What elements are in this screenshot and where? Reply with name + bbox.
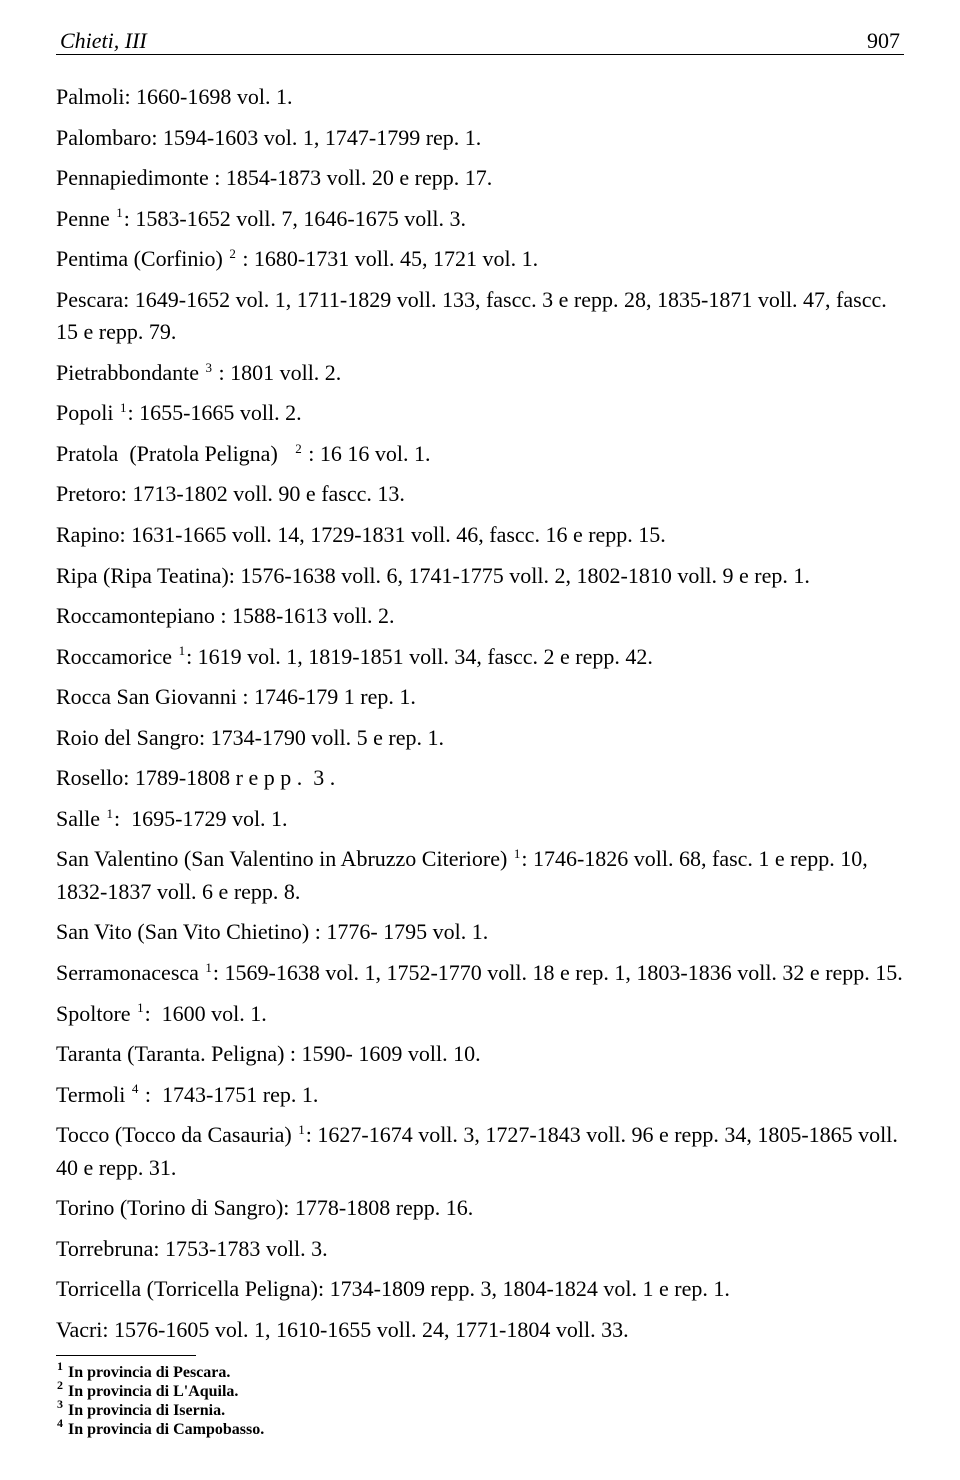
entry: Palmoli: 1660-1698 vol. 1. [56, 81, 904, 114]
entry-text: Torino (Torino di Sangro): 1778-1808 rep… [56, 1195, 473, 1220]
entry-text: Roccamontepiano : 1588-1613 voll. 2. [56, 603, 395, 628]
entry-text: Popoli 1: 1655-1665 voll. 2. [56, 400, 302, 425]
entry: Salle 1: 1695-1729 vol. 1. [56, 803, 904, 836]
footnote-divider [56, 1355, 196, 1356]
entry: Pescara: 1649-1652 vol. 1, 1711-1829 vol… [56, 284, 904, 349]
entry-text: Taranta (Taranta. Peligna) : 1590- 1609 … [56, 1041, 481, 1066]
entry: Serramonacesca 1: 1569-1638 vol. 1, 1752… [56, 957, 904, 990]
entry-text: Rosello: 1789-1808 r e p p . 3 . [56, 765, 335, 790]
entry: Pennapiedimonte : 1854-1873 voll. 20 e r… [56, 162, 904, 195]
page-header: Chieti, III 907 [56, 28, 904, 55]
entry-text: Palmoli: 1660-1698 vol. 1. [56, 84, 293, 109]
entry-text: Rapino: 1631-1665 voll. 14, 1729-1831 vo… [56, 522, 666, 547]
entry-text: Rocca San Giovanni : 1746-179 1 rep. 1. [56, 684, 416, 709]
entry-text: Spoltore 1: 1600 vol. 1. [56, 1001, 267, 1026]
entry: Roccamorice 1: 1619 vol. 1, 1819-1851 vo… [56, 641, 904, 674]
entry: Termoli 4 : 1743-1751 rep. 1. [56, 1079, 904, 1112]
entry: Vacri: 1576-1605 vol. 1, 1610-1655 voll.… [56, 1314, 904, 1347]
entry-text: Pentima (Corfinio) 2 : 1680-1731 voll. 4… [56, 246, 538, 271]
entry: Rapino: 1631-1665 voll. 14, 1729-1831 vo… [56, 519, 904, 552]
entry: Pietrabbondante 3 : 1801 voll. 2. [56, 357, 904, 390]
entry-text: Serramonacesca 1: 1569-1638 vol. 1, 1752… [56, 960, 903, 985]
entry-text: Pescara: 1649-1652 vol. 1, 1711-1829 vol… [56, 287, 887, 345]
entry: Roio del Sangro: 1734-1790 voll. 5 e rep… [56, 722, 904, 755]
entry: Spoltore 1: 1600 vol. 1. [56, 998, 904, 1031]
entry: Pentima (Corfinio) 2 : 1680-1731 voll. 4… [56, 243, 904, 276]
entry: Torricella (Torricella Peligna): 1734-18… [56, 1273, 904, 1306]
entries-list: Palmoli: 1660-1698 vol. 1. Palombaro: 159… [56, 81, 904, 1347]
header-title: Chieti, III [60, 28, 147, 54]
entry: Palombaro: 1594-1603 vol. 1, 1747-1799 r… [56, 122, 904, 155]
entry-text: Vacri: 1576-1605 vol. 1, 1610-1655 voll.… [56, 1317, 629, 1342]
footnote: 1 In provincia di Pescara. [56, 1364, 904, 1382]
entry: Ripa (Ripa Teatina): 1576-1638 voll. 6, … [56, 560, 904, 593]
entry-text: San Valentino (San Valentino in Abruzzo … [56, 846, 868, 904]
entry-text: Tocco (Tocco da Casauria) 1: 1627-1674 v… [56, 1122, 898, 1180]
entry: Penne 1: 1583-1652 voll. 7, 1646-1675 vo… [56, 203, 904, 236]
entry: Popoli 1: 1655-1665 voll. 2. [56, 397, 904, 430]
entry: Rocca San Giovanni : 1746-179 1 rep. 1. [56, 681, 904, 714]
entry-text: San Vito (San Vito Chietino) : 1776- 179… [56, 919, 488, 944]
entry: Torrebruna: 1753-1783 voll. 3. [56, 1233, 904, 1266]
entry: Pretoro: 1713-1802 voll. 90 e fascc. 13. [56, 478, 904, 511]
footnote: 3 In provincia di Isernia. [56, 1402, 904, 1420]
entry-text: Roio del Sangro: 1734-1790 voll. 5 e rep… [56, 725, 444, 750]
entry-text: Torrebruna: 1753-1783 voll. 3. [56, 1236, 328, 1261]
entry-text: Penne 1: 1583-1652 voll. 7, 1646-1675 vo… [56, 206, 466, 231]
entry-text: Roccamorice 1: 1619 vol. 1, 1819-1851 vo… [56, 644, 653, 669]
entry: Taranta (Taranta. Peligna) : 1590- 1609 … [56, 1038, 904, 1071]
entry-text: Palombaro: 1594-1603 vol. 1, 1747-1799 r… [56, 125, 481, 150]
footnotes-section: 1 In provincia di Pescara.2 In provincia… [56, 1355, 904, 1439]
entry-text: Termoli 4 : 1743-1751 rep. 1. [56, 1082, 318, 1107]
entry-text: Torricella (Torricella Peligna): 1734-18… [56, 1276, 730, 1301]
entry-text: Salle 1: 1695-1729 vol. 1. [56, 806, 288, 831]
entry: San Valentino (San Valentino in Abruzzo … [56, 843, 904, 908]
entry-text: Pietrabbondante 3 : 1801 voll. 2. [56, 360, 341, 385]
entry: San Vito (San Vito Chietino) : 1776- 179… [56, 916, 904, 949]
entry: Pratola (Pratola Peligna) 2 : 16 16 vol.… [56, 438, 904, 471]
entry: Roccamontepiano : 1588-1613 voll. 2. [56, 600, 904, 633]
footnote: 4 In provincia di Campobasso. [56, 1421, 904, 1439]
footnotes-list: 1 In provincia di Pescara.2 In provincia… [56, 1364, 904, 1439]
entry-text: Pretoro: 1713-1802 voll. 90 e fascc. 13. [56, 481, 405, 506]
entry: Torino (Torino di Sangro): 1778-1808 rep… [56, 1192, 904, 1225]
page-number: 907 [867, 28, 900, 54]
entry: Tocco (Tocco da Casauria) 1: 1627-1674 v… [56, 1119, 904, 1184]
entry-text: Pennapiedimonte : 1854-1873 voll. 20 e r… [56, 165, 492, 190]
entry: Rosello: 1789-1808 r e p p . 3 . [56, 762, 904, 795]
footnote: 2 In provincia di L'Aquila. [56, 1383, 904, 1401]
entry-text: Ripa (Ripa Teatina): 1576-1638 voll. 6, … [56, 563, 810, 588]
entry-text: Pratola (Pratola Peligna) 2 : 16 16 vol.… [56, 441, 431, 466]
